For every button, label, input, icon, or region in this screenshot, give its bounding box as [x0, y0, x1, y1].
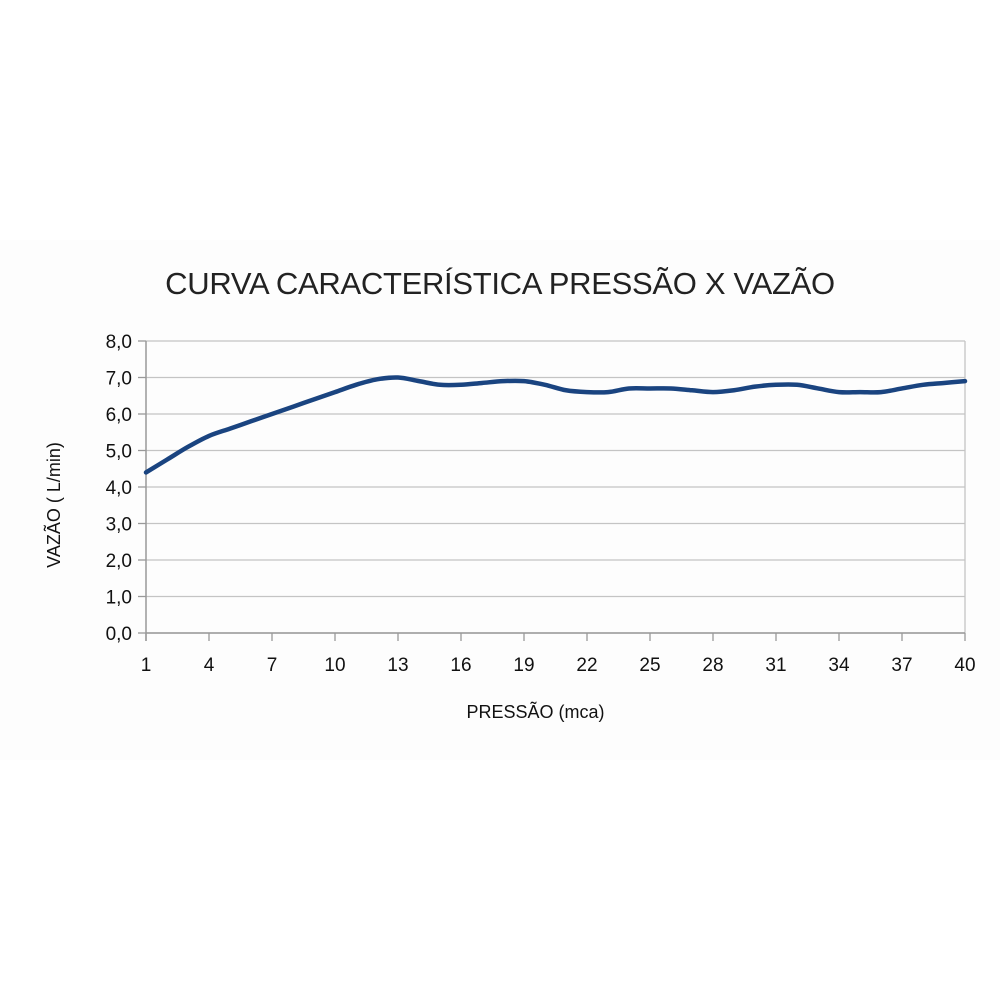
x-tick-label: 34: [828, 655, 850, 676]
top-band: [0, 0, 1000, 240]
x-tick-label: 22: [576, 655, 597, 676]
x-tick-label: 25: [639, 655, 660, 676]
x-axis-title: PRESSÃO (mca): [466, 701, 604, 722]
x-tick-label: 7: [267, 655, 278, 676]
y-tick-label: 5,0: [106, 442, 132, 463]
y-tick-label: 7,0: [106, 369, 132, 390]
y-tick-label: 2,0: [106, 551, 132, 572]
y-tick-label: 6,0: [106, 405, 132, 426]
x-tick-label: 28: [702, 655, 723, 676]
x-tick-label: 4: [204, 655, 215, 676]
y-tick-label: 3,0: [106, 515, 132, 536]
bottom-band: [0, 760, 1000, 1000]
y-tick-label: 4,0: [106, 478, 132, 499]
x-tick-label: 1: [141, 655, 152, 676]
x-tick-label: 19: [513, 655, 534, 676]
x-tick-label: 13: [387, 655, 408, 676]
x-tick-label: 31: [765, 655, 786, 676]
x-tick-label: 16: [450, 655, 471, 676]
y-tick-label: 0,0: [106, 624, 132, 645]
chart-title: CURVA CARACTERÍSTICA PRESSÃO X VAZÃO: [165, 266, 835, 301]
y-tick-label: 1,0: [106, 588, 132, 609]
x-tick-label: 10: [324, 655, 345, 676]
y-tick-label: 8,0: [106, 332, 132, 353]
series-line-0: [143, 375, 968, 475]
y-axis-title: VAZÃO ( L/min): [43, 442, 64, 568]
x-tick-label: 40: [954, 655, 975, 676]
x-tick-label: 37: [891, 655, 912, 676]
